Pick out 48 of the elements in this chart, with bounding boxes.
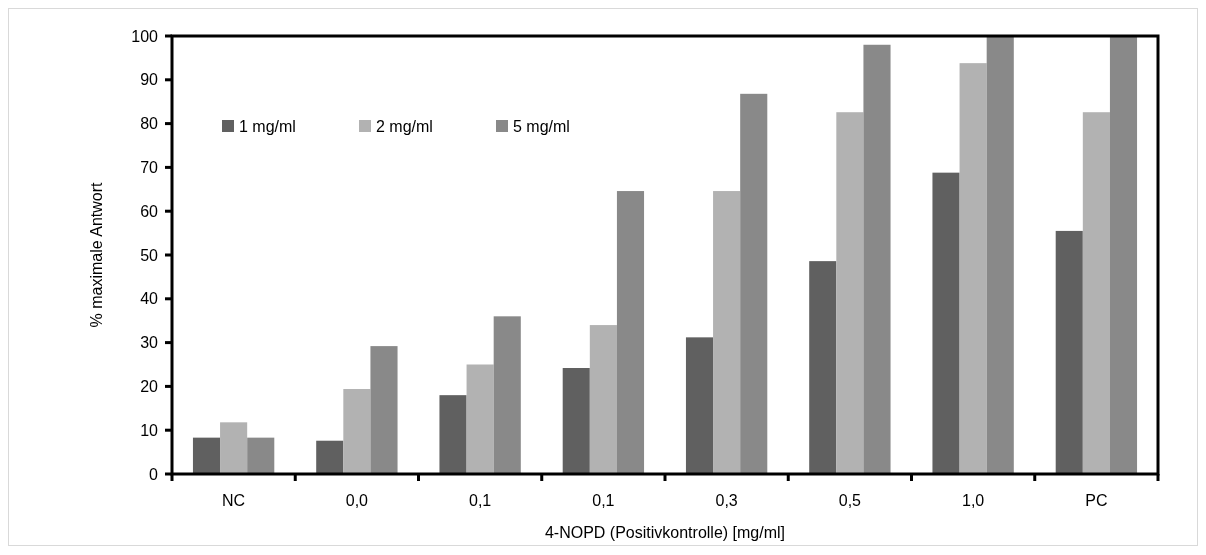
bar <box>370 346 398 474</box>
bar <box>192 437 221 474</box>
y-tick-label: 30 <box>140 334 159 352</box>
y-tick-label: 60 <box>140 202 159 220</box>
bar <box>713 191 741 474</box>
bar <box>1055 230 1083 474</box>
y-tick-label: 50 <box>140 246 159 264</box>
y-tick-label: 10 <box>140 421 159 439</box>
x-tick-label: 0,5 <box>838 492 862 509</box>
y-tick-label: 20 <box>140 378 159 395</box>
bar <box>809 261 837 474</box>
y-tick-label: 90 <box>140 71 159 89</box>
bar <box>616 191 645 474</box>
y-tick-label: 0 <box>149 465 159 483</box>
legend-label: 1 mg/ml <box>239 117 296 135</box>
bar <box>740 93 768 474</box>
bar <box>247 437 275 474</box>
bar <box>220 422 248 474</box>
x-tick-label: PC <box>1085 492 1108 509</box>
bar <box>589 325 617 474</box>
x-tick-label: 0,0 <box>345 492 369 509</box>
legend-label: 2 mg/ml <box>376 117 433 135</box>
x-tick-label: 0,3 <box>715 492 738 509</box>
x-axis-title: 4-NOPD (Positivkontrolle) [mg/ml] <box>544 524 786 541</box>
bar <box>986 36 1014 474</box>
bar <box>493 316 521 474</box>
x-tick-label: 0,1 <box>592 492 615 509</box>
bar <box>343 389 371 474</box>
bar <box>932 172 960 474</box>
bar <box>562 368 590 474</box>
bar <box>1109 36 1138 474</box>
bar <box>836 112 864 474</box>
y-tick-label: 80 <box>140 115 159 133</box>
bar <box>685 337 714 474</box>
bar <box>863 44 891 474</box>
bar <box>959 63 987 474</box>
y-tick-label: 100 <box>131 27 159 45</box>
y-tick-label: 40 <box>140 290 159 308</box>
bar <box>1082 112 1110 474</box>
y-axis-title: % maximale Antwort <box>88 181 105 328</box>
x-tick-label: 0,1 <box>469 492 492 509</box>
bar <box>316 440 344 474</box>
bar <box>439 395 467 474</box>
bar <box>466 364 494 474</box>
x-tick-label: 1,0 <box>962 492 985 509</box>
y-tick-label: 70 <box>140 159 159 176</box>
legend-label: 5 mg/ml <box>513 117 570 135</box>
x-tick-label: NC <box>222 492 246 509</box>
